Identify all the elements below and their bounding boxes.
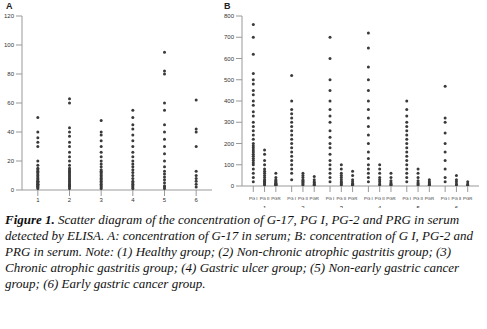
svg-text:300: 300 — [224, 119, 235, 125]
html-text:B: B — [224, 1, 231, 11]
svg-text:700: 700 — [224, 34, 235, 40]
svg-text:PG I: PG I — [287, 196, 296, 201]
svg-text:3: 3 — [340, 205, 344, 208]
svg-text:PG I: PG I — [364, 196, 373, 201]
svg-text:2: 2 — [301, 205, 305, 208]
svg-text:200: 200 — [224, 141, 235, 147]
svg-text:4: 4 — [378, 205, 382, 208]
svg-text:PG I: PG I — [249, 196, 258, 201]
svg-text:PGR: PGR — [271, 196, 280, 201]
svg-text:PG II: PG II — [375, 196, 385, 201]
svg-text:PG I: PG I — [441, 196, 450, 201]
svg-text:1: 1 — [263, 205, 267, 208]
svg-text:100: 100 — [8, 42, 15, 48]
svg-text:40: 40 — [8, 129, 15, 135]
svg-text:PG I: PG I — [402, 196, 411, 201]
svg-text:0: 0 — [11, 187, 15, 193]
svg-text:120: 120 — [8, 13, 15, 19]
svg-text:PGR: PGR — [310, 196, 319, 201]
svg-text:4: 4 — [131, 197, 135, 203]
svg-text:PG II: PG II — [298, 196, 308, 201]
svg-text:500: 500 — [224, 77, 235, 83]
svg-text:20: 20 — [8, 158, 15, 164]
svg-text:PG I: PG I — [326, 196, 335, 201]
svg-text:80: 80 — [8, 71, 15, 77]
svg-text:1: 1 — [36, 197, 40, 203]
svg-text:PGR: PGR — [386, 196, 395, 201]
svg-text:100: 100 — [224, 162, 235, 168]
svg-text:PG II: PG II — [452, 196, 462, 201]
svg-text:6: 6 — [194, 197, 198, 203]
svg-text:6: 6 — [455, 205, 459, 208]
html-text:A: A — [6, 1, 13, 11]
svg-text:800: 800 — [224, 13, 235, 19]
svg-text:PG II: PG II — [260, 196, 270, 201]
svg-text:0: 0 — [231, 183, 235, 189]
svg-text:2: 2 — [68, 197, 72, 203]
svg-text:600: 600 — [224, 56, 235, 62]
svg-text:PG II: PG II — [413, 196, 423, 201]
svg-text:3: 3 — [99, 197, 103, 203]
svg-text:PGR: PGR — [463, 196, 472, 201]
html-text:Figure 1. Scatter diagram of t: Figure 1. Scatter diagram of the concent… — [5, 212, 473, 291]
svg-text:PGR: PGR — [348, 196, 357, 201]
svg-text:PG II: PG II — [336, 196, 346, 201]
svg-text:PGR: PGR — [425, 196, 434, 201]
svg-text:5: 5 — [416, 205, 420, 208]
svg-text:60: 60 — [8, 100, 15, 106]
svg-text:5: 5 — [163, 197, 167, 203]
svg-text:400: 400 — [224, 98, 235, 104]
